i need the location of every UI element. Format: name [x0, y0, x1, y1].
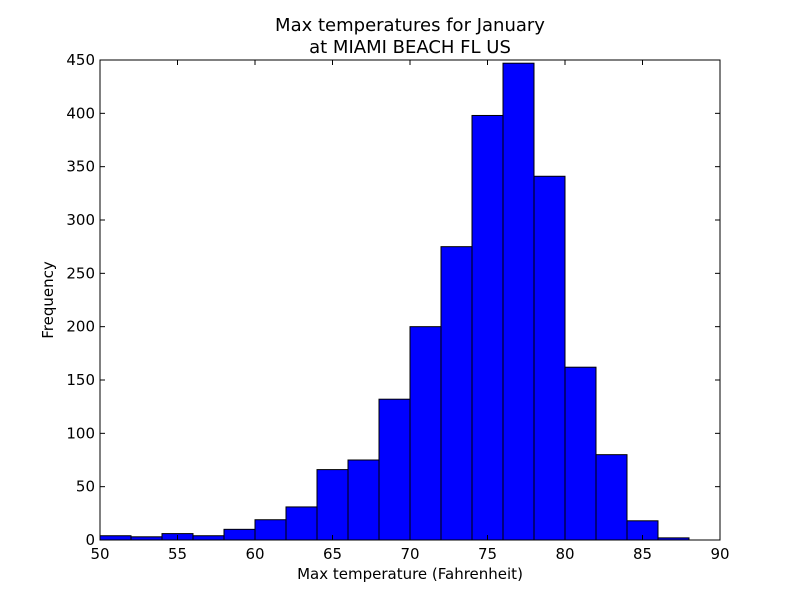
y-axis-label: Frequency	[39, 261, 57, 339]
x-axis-label: Max temperature (Fahrenheit)	[297, 565, 523, 583]
histogram-bar-4	[223, 528, 256, 541]
y-tick-label-4: 200	[66, 318, 95, 336]
y-tick-label-2: 100	[66, 424, 95, 442]
x-tick-label-3: 65	[323, 545, 342, 563]
histogram-bar-8	[347, 459, 380, 541]
histogram-bar-12	[471, 114, 504, 541]
histogram-bars	[99, 62, 690, 541]
histogram-bar-10	[409, 326, 442, 541]
x-tick-label-5: 75	[478, 545, 497, 563]
histogram-bar-5	[254, 519, 287, 541]
histogram-bar-16	[595, 454, 628, 541]
histogram-bar-15	[564, 366, 597, 541]
histogram-bar-7	[316, 469, 349, 541]
histogram-bar-6	[285, 506, 318, 541]
y-tick-label-1: 50	[76, 478, 95, 496]
y-tick-labels: 0 50 100 150 200 250 300 350 400 450	[66, 51, 95, 549]
chart-title-line-1: Max temperatures for January	[275, 15, 545, 36]
x-tick-labels: 50 55 60 65 70 75 80 85 90	[90, 545, 729, 563]
y-tick-label-9: 450	[66, 51, 95, 69]
x-tick-label-2: 60	[245, 545, 264, 563]
y-tick-label-8: 400	[66, 104, 95, 122]
y-tick-label-5: 250	[66, 264, 95, 282]
y-tick-label-6: 300	[66, 211, 95, 229]
histogram-bar-9	[378, 398, 411, 541]
plot-frame	[99, 59, 721, 541]
x-tick-label-0: 50	[90, 545, 109, 563]
histogram-bar-14	[533, 175, 566, 541]
chart-title-line-2: at MIAMI BEACH FL US	[309, 37, 511, 58]
x-tick-label-6: 80	[555, 545, 574, 563]
histogram-bar-11	[440, 246, 473, 541]
y-tick-label-0: 0	[85, 531, 95, 549]
x-tick-label-1: 55	[168, 545, 187, 563]
histogram-bar-3	[192, 535, 225, 541]
x-tick-label-7: 85	[633, 545, 652, 563]
histogram-bar-13	[502, 62, 535, 541]
y-tick-label-7: 350	[66, 158, 95, 176]
histogram-bar-0	[99, 535, 132, 541]
x-tick-label-8: 90	[710, 545, 729, 563]
x-tick-label-4: 70	[400, 545, 419, 563]
y-tick-label-3: 150	[66, 371, 95, 389]
